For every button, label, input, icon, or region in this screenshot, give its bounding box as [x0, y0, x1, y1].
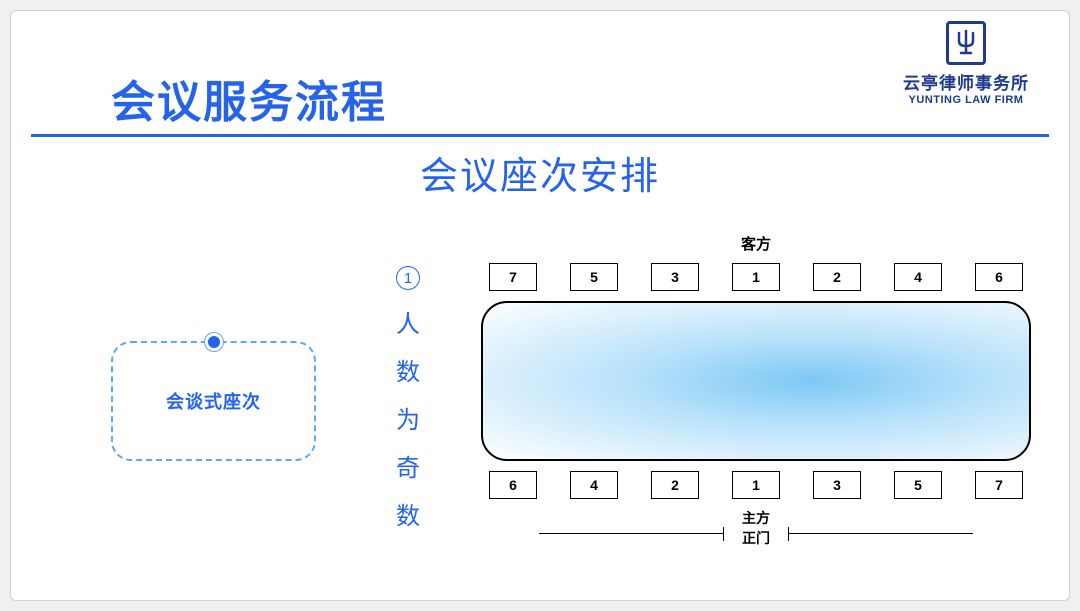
slide: 云亭律师事务所 YUNTING LAW FIRM 会议服务流程 会议座次安排 会…	[10, 10, 1070, 601]
host-label-text: 主方	[742, 510, 770, 526]
topic-box-label: 会谈式座次	[166, 388, 261, 414]
seat: 2	[813, 263, 861, 291]
subtitle: 会议座次安排	[11, 145, 1069, 200]
vert-char: 奇	[394, 445, 422, 493]
seat: 7	[975, 471, 1023, 499]
seat: 3	[813, 471, 861, 499]
meeting-table	[481, 301, 1031, 461]
page-title: 会议服务流程	[111, 66, 387, 130]
seat: 2	[651, 471, 699, 499]
seat: 1	[732, 471, 780, 499]
guest-side-label: 客方	[481, 233, 1031, 254]
door-line-left	[539, 533, 724, 534]
logo-text-cn: 云亭律师事务所	[891, 69, 1041, 94]
circled-number: 1	[396, 266, 420, 290]
seat: 3	[651, 263, 699, 291]
topic-box-dot	[205, 333, 223, 351]
trident-icon	[946, 21, 986, 65]
vert-char: 人	[394, 301, 422, 349]
logo: 云亭律师事务所 YUNTING LAW FIRM	[891, 21, 1041, 106]
door-line-right	[788, 533, 973, 534]
topic-box: 会谈式座次	[111, 341, 316, 461]
seating-diagram: 客方 7 5 3 1 2 4 6 6 4 2 1 3 5 7 主方 正门	[481, 233, 1031, 573]
seat: 6	[975, 263, 1023, 291]
door-indicator	[539, 533, 973, 534]
seat: 4	[570, 471, 618, 499]
seat: 5	[570, 263, 618, 291]
vert-char: 数	[394, 349, 422, 397]
guest-seat-row: 7 5 3 1 2 4 6	[481, 263, 1031, 291]
logo-text-en: YUNTING LAW FIRM	[891, 94, 1041, 106]
host-seat-row: 6 4 2 1 3 5 7	[481, 471, 1031, 499]
seat: 4	[894, 263, 942, 291]
seat: 6	[489, 471, 537, 499]
seat: 7	[489, 263, 537, 291]
seat: 5	[894, 471, 942, 499]
title-underline	[31, 134, 1049, 137]
vert-char: 为	[394, 397, 422, 445]
vert-char: 数	[394, 493, 422, 541]
seat: 1	[732, 263, 780, 291]
host-side-label: 主方 正门	[481, 508, 1031, 548]
vertical-caption: 人 数 为 奇 数	[394, 301, 422, 541]
